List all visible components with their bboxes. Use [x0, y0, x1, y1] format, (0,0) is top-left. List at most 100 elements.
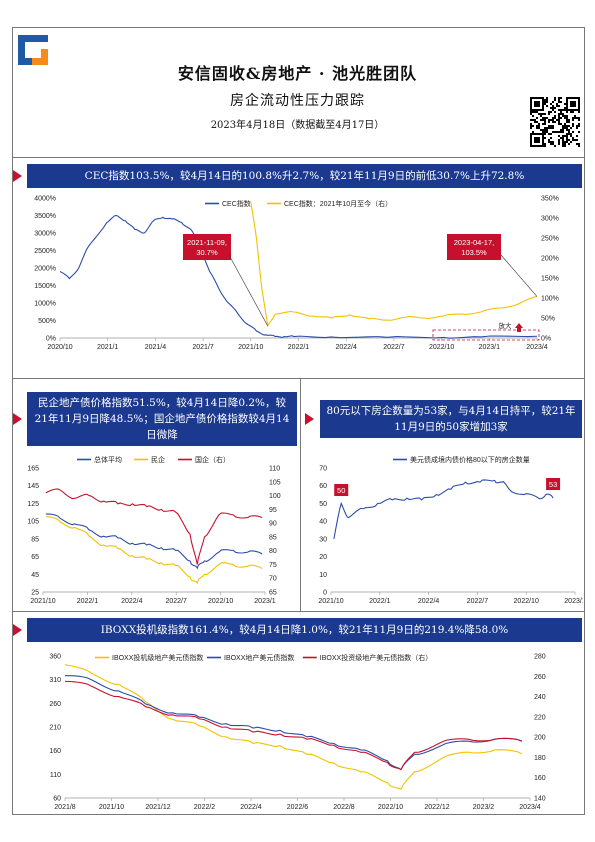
annotation-box — [183, 234, 231, 260]
x-tick-label: 2022/4 — [240, 804, 262, 811]
y-right-tick-label: 100% — [541, 296, 559, 303]
y-right-tick-label: 350% — [541, 196, 559, 203]
y-right-tick-label: 180 — [534, 755, 546, 762]
y-left-tick-label: 105 — [27, 519, 39, 526]
value-badge-text: 50 — [337, 486, 345, 495]
legend-entry: 国企（右） — [195, 455, 230, 464]
y-left-tick-label: 40 — [319, 519, 327, 526]
qr-code — [530, 97, 580, 147]
legend-entry: 总体平均 — [94, 455, 122, 464]
series-line-总体平均 — [45, 513, 263, 570]
x-tick-label: 2022/10 — [429, 344, 454, 351]
annotation-box — [447, 234, 501, 260]
page-title: 安信固收&房地产 · 池光胜团队 — [177, 64, 418, 83]
legend-entry: CEC指数 — [222, 199, 251, 208]
y-right-tick-label: 300% — [541, 216, 559, 223]
company-logo — [18, 35, 48, 65]
private-banner: 民企地产债价格指数51.5%，较4月14日降0.2%，较21年11月9日降48.… — [27, 392, 297, 446]
y-left-tick-label: 160 — [49, 748, 61, 755]
x-tick-label: 2022/7 — [165, 598, 187, 605]
x-tick-label: 2022/7 — [467, 598, 489, 605]
y-left-tick-label: 1500% — [34, 283, 56, 290]
annotation-leader — [500, 254, 538, 297]
y-left-tick-label: 2000% — [34, 266, 56, 273]
y-right-tick-label: 260 — [534, 674, 546, 681]
y-right-tick-label: 85 — [269, 534, 277, 541]
y-left-tick-label: 210 — [49, 725, 61, 732]
value-badge — [546, 478, 561, 490]
section-divider-1 — [12, 378, 585, 379]
iboxx-chart: 60 110 160 210 260 310 360 140 160 180 200 220 240 26… — [49, 653, 546, 811]
x-tick-label: 2021/4 — [145, 344, 167, 351]
x-tick-label: 2021/10 — [99, 804, 124, 811]
y-left-tick-label: 30 — [319, 536, 327, 543]
y-left-tick-label: 60 — [319, 483, 327, 490]
y-right-tick-label: 80 — [269, 548, 277, 555]
header-divider — [12, 157, 585, 158]
x-tick-label: 2022/2 — [194, 804, 216, 811]
column-divider — [300, 378, 301, 611]
y-right-tick-label: 250% — [541, 236, 559, 243]
section-arrow-icon — [13, 170, 22, 182]
x-tick-label: 2022/10 — [514, 598, 539, 605]
value-badge-text: 53 — [549, 480, 557, 489]
annotation-text: 2023-04-17, — [454, 238, 494, 247]
x-tick-label: 2022/1 — [77, 598, 99, 605]
iboxx-banner: IBOXX投机级指数161.4%，较4月14日降1.0%，较21年11月9日的2… — [27, 618, 582, 642]
x-tick-label: 2022/4 — [418, 598, 440, 605]
x-tick-label: 2021/10 — [318, 598, 343, 605]
y-left-tick-label: 10 — [319, 572, 327, 579]
series-line-美元债成境内债价格80以下的房企数量 — [333, 479, 554, 539]
section-divider-2 — [12, 611, 585, 612]
price-chart: 25 45 65 85 105 125 145 165 65 70 75 80 85 90 95 100 105… — [27, 455, 281, 605]
series-line-IBOXX投资级地产美元债指数（右） — [64, 680, 523, 771]
legend-entry: 民企 — [151, 455, 165, 464]
x-tick-label: 2023/1 — [254, 598, 276, 605]
y-left-tick-label: 145 — [27, 483, 39, 490]
y-left-tick-label: 110 — [50, 772, 61, 779]
section-arrow-icon — [13, 413, 22, 425]
x-tick-label: 2022/6 — [287, 804, 309, 811]
annotation-text: 103.5% — [461, 248, 487, 257]
x-tick-label: 2022/7 — [383, 344, 405, 351]
page-frame — [12, 27, 585, 815]
y-right-tick-label: 65 — [269, 590, 277, 597]
y-right-tick-label: 100 — [269, 493, 281, 500]
section-arrow-icon — [305, 413, 314, 425]
y-left-tick-label: 20 — [319, 554, 327, 561]
x-tick-label: 2023/4 — [526, 344, 548, 351]
legend-entry: CEC指数：2021年10月至今（右） — [284, 199, 392, 208]
series-line-民企 — [45, 516, 263, 585]
count-chart: 0 10 20 30 40 50 60 70 2021/10 2022/1 2022/4 2022/7… — [318, 455, 583, 605]
x-tick-label: 2021/10 — [238, 344, 263, 351]
series-line-CEC指数：2021年10月至今（右） — [250, 201, 538, 328]
y-right-tick-label: 240 — [534, 694, 546, 701]
y-left-tick-label: 310 — [49, 677, 61, 684]
legend-entry: IBOXX投机级地产美元债指数 — [112, 653, 203, 662]
page-subtitle: 房企流动性压力跟踪 — [230, 93, 365, 109]
y-left-tick-label: 4000% — [34, 196, 56, 203]
zoom-label: 放大 — [499, 321, 513, 330]
x-tick-label: 2022/8 — [333, 804, 355, 811]
zoom-box — [432, 329, 540, 341]
y-left-tick-label: 3000% — [34, 231, 56, 238]
y-right-tick-label: 50% — [541, 316, 555, 323]
x-tick-label: 2023/2 — [473, 804, 495, 811]
legend-entry: 美元债成境内债价格80以下的房企数量 — [410, 455, 530, 464]
y-right-tick-label: 200% — [541, 256, 559, 263]
annotation-leader — [228, 254, 268, 326]
y-left-tick-label: 260 — [49, 701, 61, 708]
annotation-text: 30.7% — [196, 248, 218, 257]
y-right-tick-label: 70 — [269, 576, 277, 583]
x-tick-label: 2021/10 — [30, 598, 55, 605]
y-right-tick-label: 220 — [534, 714, 546, 721]
legend-entry: IBOXX投资级地产美元债指数（右） — [320, 653, 432, 662]
count-banner: 80元以下房企数量为53家，与4月14日持平，较21年11月9日的50家增加3家 — [320, 400, 582, 438]
y-left-tick-label: 60 — [53, 796, 61, 803]
up-arrow-icon — [515, 323, 523, 332]
y-left-tick-label: 70 — [319, 466, 327, 473]
y-right-tick-label: 280 — [534, 654, 546, 661]
x-tick-label: 2023/1 — [479, 344, 501, 351]
x-tick-label: 2021/7 — [192, 344, 214, 351]
y-right-tick-label: 200 — [534, 735, 546, 742]
